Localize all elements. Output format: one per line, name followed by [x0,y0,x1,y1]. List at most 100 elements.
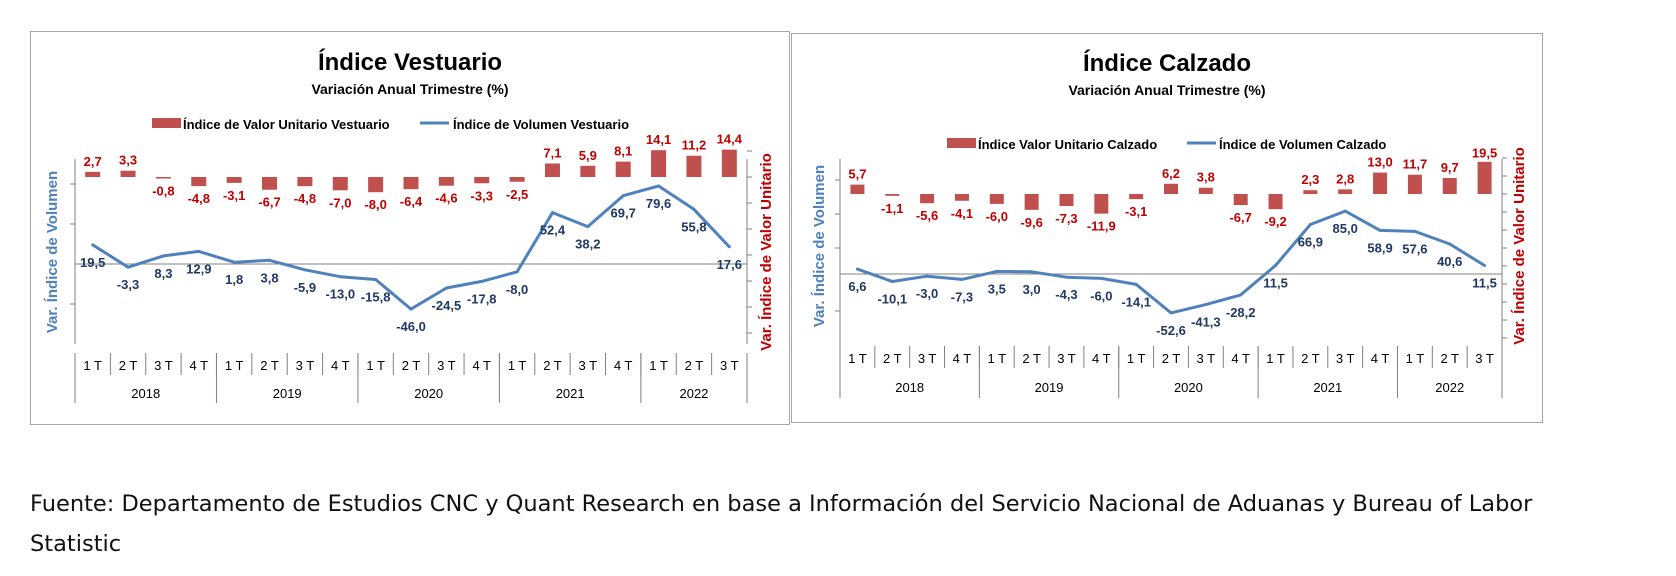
category-tick-label: 4 T [953,351,972,366]
line-data-label: 19,5 [80,255,105,270]
bar-data-label: 2,7 [84,154,102,169]
category-tick-label: 1 T [1127,351,1146,366]
bar-data-label: 6,2 [1162,166,1180,181]
bar-mark [1477,161,1492,194]
bar-data-label: -8,0 [364,197,386,212]
category-tick-label: 3 T [154,358,173,373]
bar-mark [1338,189,1353,194]
legend-swatch-bar [152,118,181,128]
chart-subtitle: Variación Anual Trimestre (%) [1068,82,1265,98]
line-point [727,245,731,249]
bar-data-label: -3,1 [223,188,245,203]
year-label: 2021 [556,386,585,401]
line-data-label: 1,8 [225,272,243,287]
bar-data-label: 14,4 [717,132,743,147]
bar-data-label: 11,2 [682,138,707,153]
category-tick-label: 3 T [918,351,937,366]
bar-mark [1407,174,1422,194]
category-tick-label: 3 T [720,358,739,373]
category-tick-label: 4 T [1371,351,1390,366]
line-point [1413,229,1417,233]
bar-mark [1233,194,1248,206]
bar-mark [885,194,900,196]
bar-data-label: -0,8 [152,184,174,199]
year-label: 2019 [273,386,302,401]
category-tick-label: 2 T [260,358,279,373]
bar-mark [1164,183,1178,194]
line-point [925,274,929,278]
bar-mark [191,177,207,187]
bar-mark [1129,194,1144,200]
line-data-label: -28,2 [1226,305,1256,320]
line-data-label: -3,3 [117,277,139,292]
year-label: 2019 [1035,380,1064,395]
line-point [1099,276,1103,280]
line-point [1483,263,1487,267]
bar-data-label: -4,8 [188,191,210,206]
category-tick-label: 3 T [1336,351,1355,366]
category-tick-label: 4 T [331,358,350,373]
line-point [338,275,342,279]
line-point [1204,303,1208,307]
line-point [586,225,590,229]
bar-data-label: 2,3 [1301,172,1319,187]
bar-mark [474,177,490,184]
bar-data-label: 9,7 [1441,160,1459,175]
bar-mark [1303,190,1318,194]
line-data-label: -24,5 [432,298,462,313]
bar-data-label: -6,7 [258,195,280,210]
category-tick-label: 4 T [190,358,209,373]
category-tick-label: 2 T [1162,351,1181,366]
bar-mark [989,194,1004,204]
bar-data-label: -4,6 [435,191,457,206]
category-tick-label: 1 T [83,358,102,373]
line-point [409,307,413,311]
bar-data-label: 3,8 [1197,170,1215,185]
category-tick-label: 1 T [988,351,1007,366]
bar-mark [297,177,313,187]
chart-title: Índice Calzado [1083,49,1251,77]
category-tick-label: 2 T [1440,351,1459,366]
bar-data-label: 13,0 [1367,155,1392,170]
line-data-label: 3,5 [988,281,1006,296]
line-point [657,184,661,188]
line-point [197,249,201,253]
category-tick-label: 1 T [848,351,867,366]
line-data-label: -8,0 [506,282,528,297]
category-tick-label: 3 T [1475,351,1494,366]
y-axis-left-title: Var. Índice de Volumen [44,171,61,333]
line-point [374,277,378,281]
bar-data-label: -6,0 [986,209,1008,224]
chart-calzado: Índice Calzado Variación Anual Trimestre … [811,49,1528,398]
bar-data-label: -11,9 [1087,219,1116,234]
line-point [1169,311,1173,315]
line-data-label: 69,7 [611,206,636,221]
category-tick-label: 1 T [225,358,244,373]
line-data-label: 38,2 [575,237,600,252]
line-data-label: 12,9 [186,261,211,276]
line-point [444,286,448,290]
chart-subtitle: Variación Anual Trimestre (%) [311,81,508,97]
legend-label-line: Índice de Volumen Vestuario [453,117,629,132]
line-point [515,270,519,274]
category-tick-label: 2 T [119,358,138,373]
chart-panel-vestuario: Índice Vestuario Variación Anual Trimestr… [30,31,790,425]
category-tick-label: 3 T [579,358,598,373]
bar-data-label: -9,2 [1264,214,1286,229]
chart-vestuario: Índice Vestuario Variación Anual Trimestr… [44,48,775,403]
legend-label-bar: Índice Valor Unitario Calzado [978,137,1157,152]
line-point [1274,263,1278,267]
bar-mark [850,184,865,194]
legend-label-bar: Índice de Valor Unitario Vestuario [183,117,390,132]
bar-mark [226,177,242,183]
line-point [1308,222,1312,226]
line-data-label: -14,1 [1121,294,1151,309]
bar-data-label: 14,1 [646,132,671,147]
line-data-label: 17,6 [717,257,742,272]
year-label: 2020 [414,386,443,401]
line-point [1343,209,1347,213]
line-point [232,260,236,264]
bar-data-label: -5,6 [916,208,938,223]
chart-panel-calzado: Índice Calzado Variación Anual Trimestre … [791,33,1543,423]
chart-title: Índice Vestuario [318,48,502,76]
